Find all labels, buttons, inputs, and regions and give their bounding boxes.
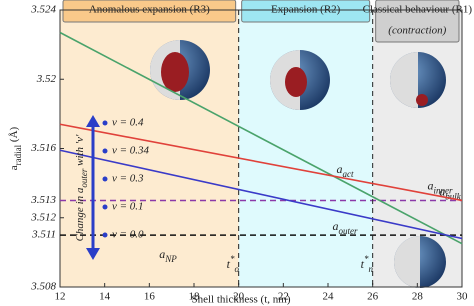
reference-value: 3.513 — [30, 194, 56, 206]
x-axis-title: Shell thickness (t, nm) — [192, 294, 291, 306]
nu-bullet — [102, 232, 108, 238]
core — [285, 67, 307, 97]
x-tick-label: 14 — [99, 291, 111, 303]
region — [60, 10, 239, 287]
illustrations — [150, 40, 446, 288]
threshold-label: t*o — [227, 254, 240, 274]
label-part: bulk — [445, 192, 462, 202]
label-part: * — [364, 254, 369, 264]
label-part: t — [227, 257, 231, 271]
series-label: ainner — [428, 178, 453, 195]
region-header — [241, 0, 371, 23]
reference-label: abulk — [439, 184, 462, 201]
series-label: aouter — [333, 219, 358, 236]
nu-legend-item: ν = 0.4 — [112, 117, 144, 129]
reference-value: 3.511 — [31, 229, 56, 241]
series-line — [59, 123, 463, 202]
nu-arrow-head — [86, 115, 100, 127]
nu-legend-title: Change in aouter with 'ν' — [74, 134, 90, 241]
label-part: a — [428, 178, 434, 192]
nu-legend-item: ν = 0.3 — [112, 173, 144, 185]
label-part: (Å) — [8, 126, 20, 144]
label-part: a — [8, 165, 20, 170]
x-tick-label: 20 — [233, 291, 245, 303]
plot: 12 14 16 18 20 22 24 26 28 30 3.508 3.512 3.516 3.52 3… — [8, 4, 468, 306]
x-tick-label: 28 — [412, 291, 424, 303]
region-header — [375, 0, 460, 43]
label-part: NP — [164, 254, 177, 264]
core — [416, 94, 428, 106]
x-tick-label: 16 — [144, 291, 156, 303]
label-part: outer — [339, 226, 358, 236]
sphere-cut — [394, 236, 420, 288]
sphere-cut — [390, 52, 418, 108]
x-tick-label: 22 — [278, 291, 289, 303]
label-part: a — [74, 187, 86, 193]
nu-bullet — [102, 120, 108, 126]
nu-legend-item: ν = 0.0 — [112, 229, 144, 241]
core — [161, 52, 189, 92]
region-header — [62, 0, 237, 23]
label-part: radial — [13, 144, 23, 165]
y-tick-label: 3.524 — [30, 4, 56, 16]
label-part: n — [369, 264, 374, 274]
y-tick-label: 3.516 — [30, 142, 56, 154]
nu-bullet — [102, 204, 108, 210]
label-part: o — [235, 264, 240, 274]
y-tick-label: 3.52 — [36, 73, 57, 85]
nu-bullet — [102, 176, 108, 182]
series-line — [59, 31, 463, 245]
label-part: a — [337, 162, 343, 176]
label-part: * — [230, 254, 235, 264]
series-label: aact — [337, 162, 354, 179]
nu-bullet — [102, 148, 108, 154]
threshold-label: t*n — [361, 254, 374, 274]
label-part: outer — [79, 168, 89, 187]
y-axis-title: aradial (Å) — [8, 126, 24, 170]
label-part: a — [159, 247, 165, 261]
x-tick-label: 26 — [367, 291, 379, 303]
label-part: with 'ν' — [74, 134, 86, 169]
x-tick-label: 18 — [189, 291, 201, 303]
nu-legend-item: ν = 0.1 — [112, 201, 144, 213]
series-line — [59, 149, 463, 240]
region-label: (contraction) — [388, 25, 446, 37]
label-part: t — [361, 257, 365, 271]
x-tick-label: 12 — [55, 291, 66, 303]
y-tick-label: 3.512 — [30, 211, 56, 223]
label-part: a — [439, 184, 445, 198]
label-part: act — [343, 169, 354, 179]
x-tick-label: 24 — [323, 291, 335, 303]
label-part: a — [333, 219, 339, 233]
y-tick-label: 3.508 — [30, 281, 56, 293]
label-part: Change in — [74, 193, 86, 241]
label-part: inner — [434, 185, 453, 195]
reference-label: aNP — [159, 247, 177, 264]
nu-legend-item: ν = 0.34 — [112, 145, 150, 157]
nu-arrow-head — [86, 248, 100, 260]
x-tick-label: 30 — [457, 291, 469, 303]
